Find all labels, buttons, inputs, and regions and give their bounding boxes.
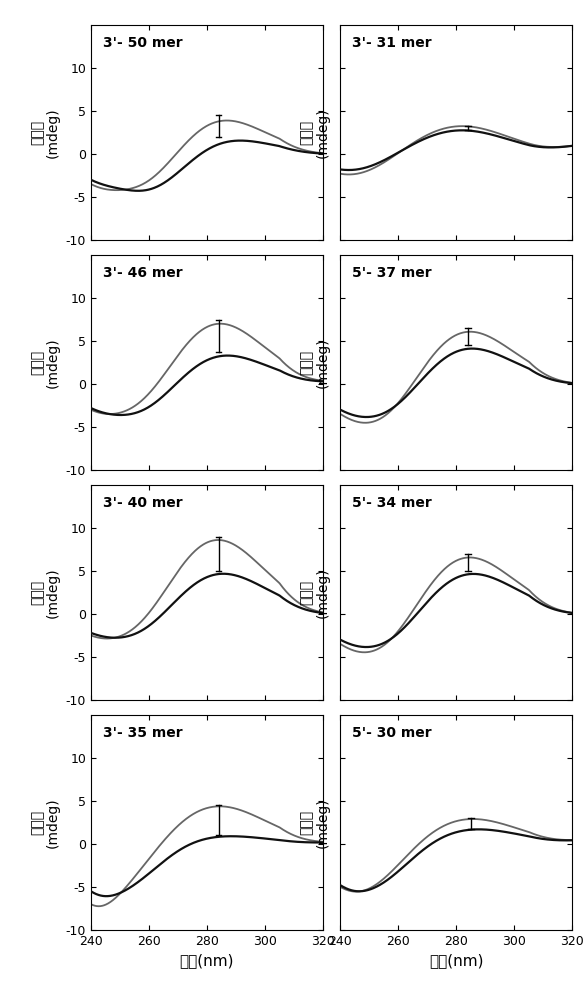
Y-axis label: 湢圆率
(mdeg): 湢圆率 (mdeg) [30,567,60,618]
Y-axis label: 湢圆率
(mdeg): 湢圆率 (mdeg) [300,567,330,618]
Text: 3'- 35 mer: 3'- 35 mer [103,726,182,740]
Y-axis label: 湢圆率
(mdeg): 湢圆率 (mdeg) [30,107,60,158]
Y-axis label: 湢圆率
(mdeg): 湢圆率 (mdeg) [300,107,330,158]
Text: 3'- 31 mer: 3'- 31 mer [352,36,431,50]
Text: 5'- 37 mer: 5'- 37 mer [352,266,431,280]
Text: 5'- 30 mer: 5'- 30 mer [352,726,431,740]
Text: 3'- 50 mer: 3'- 50 mer [103,36,182,50]
Text: 3'- 46 mer: 3'- 46 mer [103,266,182,280]
Text: 5'- 34 mer: 5'- 34 mer [352,496,432,510]
Text: 3'- 40 mer: 3'- 40 mer [103,496,182,510]
Y-axis label: 湢圆率
(mdeg): 湢圆率 (mdeg) [30,337,60,388]
X-axis label: 波长(nm): 波长(nm) [429,953,484,968]
Y-axis label: 湢圆率
(mdeg): 湢圆率 (mdeg) [300,797,330,848]
Y-axis label: 湢圆率
(mdeg): 湢圆率 (mdeg) [300,337,330,388]
Y-axis label: 湢圆率
(mdeg): 湢圆率 (mdeg) [30,797,60,848]
X-axis label: 波长(nm): 波长(nm) [180,953,234,968]
